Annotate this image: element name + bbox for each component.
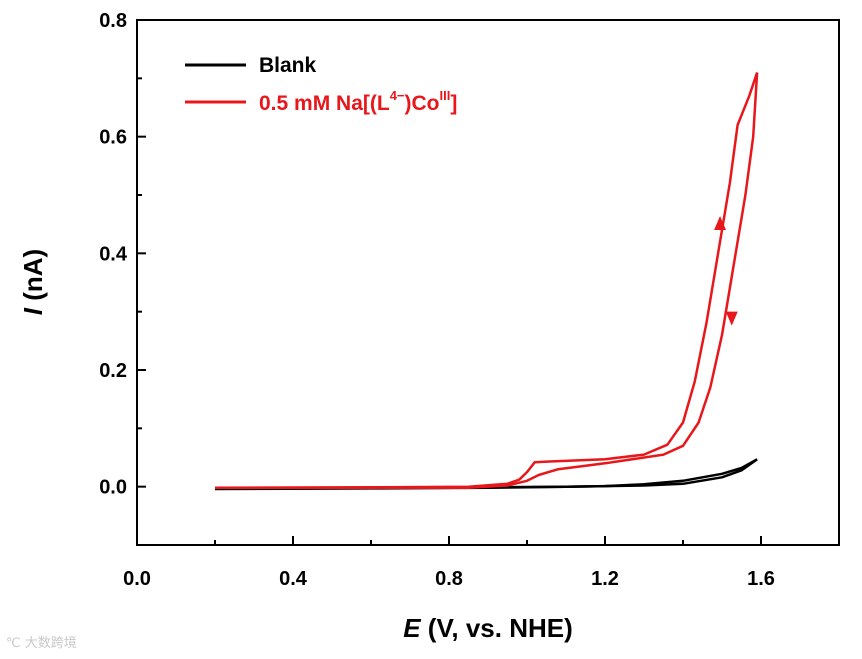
x-tick-label: 0.8	[435, 568, 463, 590]
y-tick-label: 0.0	[99, 477, 127, 499]
series-cobalt-forward-line	[214, 72, 759, 490]
y-tick-label: 0.2	[99, 360, 127, 382]
watermark: ℃ 大数跨境	[6, 636, 77, 651]
y-axis-ticks: 0.0 0.2 0.4 0.6 0.8	[99, 10, 146, 546]
series-cobalt-reverse-line	[215, 72, 759, 490]
x-tick-label: 1.2	[591, 568, 619, 590]
reverse-scan-arrow	[725, 311, 738, 326]
x-axis-title: E (V, vs. NHE)	[403, 613, 573, 643]
forward-scan-arrow	[714, 216, 727, 230]
y-tick-label: 0.4	[99, 243, 128, 265]
x-tick-label: 1.6	[747, 568, 775, 590]
data-series	[214, 72, 759, 491]
x-axis-ticks: 0.0 0.4 0.8 1.2 1.6	[123, 536, 840, 590]
legend-label-red: 0.5 mM Na[(L4−)CoIII]	[259, 88, 457, 115]
x-tick-label: 0.4	[279, 568, 308, 590]
legend-label-blank: Blank	[259, 54, 317, 77]
x-tick-label: 0.0	[123, 568, 151, 590]
y-tick-label: 0.6	[99, 127, 127, 149]
plot-frame	[136, 19, 840, 546]
y-axis-title: I (nA)	[18, 249, 48, 315]
legend: Blank 0.5 mM Na[(L4−)CoIII]	[185, 54, 457, 115]
y-tick-label: 0.8	[99, 10, 127, 32]
